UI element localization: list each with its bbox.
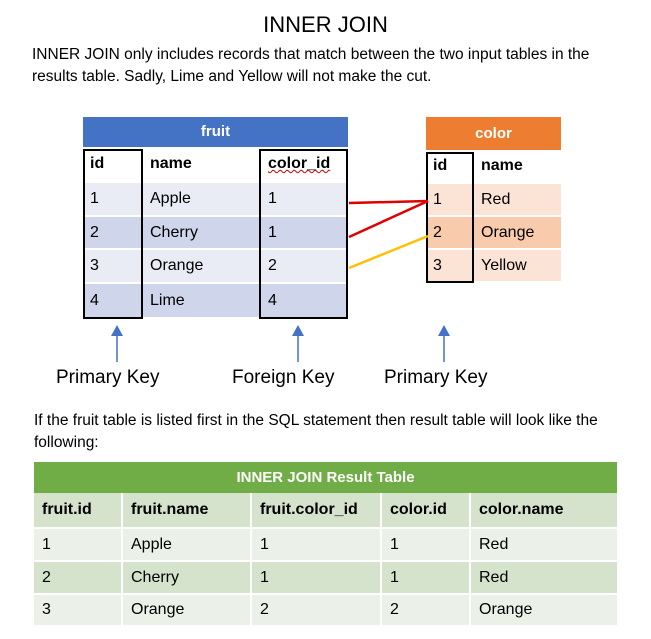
fruit-cell: 3	[83, 250, 141, 282]
result-cell: 2	[382, 595, 469, 625]
primary-key-label-fruit: Primary Key	[56, 367, 160, 388]
intro-text: INNER JOIN only includes records that ma…	[32, 46, 590, 85]
result-col-header: fruit.name	[123, 493, 250, 527]
result-cell: Orange	[123, 595, 250, 625]
link-orange-orange	[348, 234, 429, 270]
fruit-cell: Lime	[143, 284, 259, 317]
primary-key-label-color: Primary Key	[384, 367, 488, 388]
page-title: INNER JOIN	[263, 12, 388, 37]
fruit-cell: 4	[261, 284, 348, 317]
result-cell: Orange	[471, 595, 617, 625]
result-intro-text: If the fruit table is listed first in th…	[34, 412, 598, 451]
result-cell: Red	[471, 562, 617, 593]
result-col-header: color.id	[382, 493, 469, 527]
result-cell: 1	[382, 562, 469, 593]
foreign-key-label: Foreign Key	[232, 367, 335, 388]
fruit-col-header-color-id: color_id	[261, 147, 348, 181]
fruit-table-header: fruit	[83, 117, 348, 147]
result-cell: Apple	[123, 529, 250, 560]
result-col-header: color.name	[471, 493, 617, 527]
result-cell: 1	[382, 529, 469, 560]
fruit-cell: 4	[83, 284, 141, 317]
result-cell: 2	[252, 595, 380, 625]
result-cell: 2	[34, 562, 121, 593]
color-cell: Red	[474, 184, 561, 215]
result-table: fruit.id fruit.name fruit.color_id color.id…	[34, 493, 617, 627]
fruit-cell: 2	[261, 250, 348, 282]
fruit-cell: 1	[261, 183, 348, 215]
result-col-header: fruit.color_id	[252, 493, 380, 527]
link-apple-red	[348, 199, 429, 205]
fruit-cell: 1	[261, 217, 348, 248]
link-cherry-red	[348, 199, 429, 239]
fruit-cell: Cherry	[143, 217, 259, 248]
color-cell: 2	[426, 217, 472, 248]
fruit-cell: Orange	[143, 250, 259, 282]
color-col-header-id: id	[426, 150, 472, 182]
arrow-foreign-key	[292, 325, 304, 362]
fruit-col-header-id: id	[83, 147, 141, 181]
color-table: id name 1 Red 2 Orange 3 Yellow	[426, 150, 561, 283]
fruit-table: id name color_id 1 Apple 1 2 Cherry 1 3 Orange 2 4 Li…	[83, 147, 348, 319]
fruit-cell: 1	[83, 183, 141, 215]
result-cell: 3	[34, 595, 121, 625]
result-col-header: fruit.id	[34, 493, 121, 527]
result-cell: 1	[34, 529, 121, 560]
arrow-primary-key-fruit	[111, 325, 123, 362]
fruit-cell: Apple	[143, 183, 259, 215]
result-cell: Cherry	[123, 562, 250, 593]
result-cell: 1	[252, 562, 380, 593]
color-cell: 1	[426, 184, 472, 215]
color-cell: Orange	[474, 217, 561, 248]
result-cell: Red	[471, 529, 617, 560]
arrow-primary-key-color	[438, 325, 450, 362]
color-table-header: color	[426, 117, 561, 150]
result-cell: 1	[252, 529, 380, 560]
fruit-col-header-name: name	[143, 147, 259, 181]
color-col-header-name: name	[474, 150, 561, 182]
result-table-header: INNER JOIN Result Table	[34, 462, 617, 493]
fruit-cell: 2	[83, 217, 141, 248]
color-cell: 3	[426, 250, 472, 281]
color-cell: Yellow	[474, 250, 561, 281]
